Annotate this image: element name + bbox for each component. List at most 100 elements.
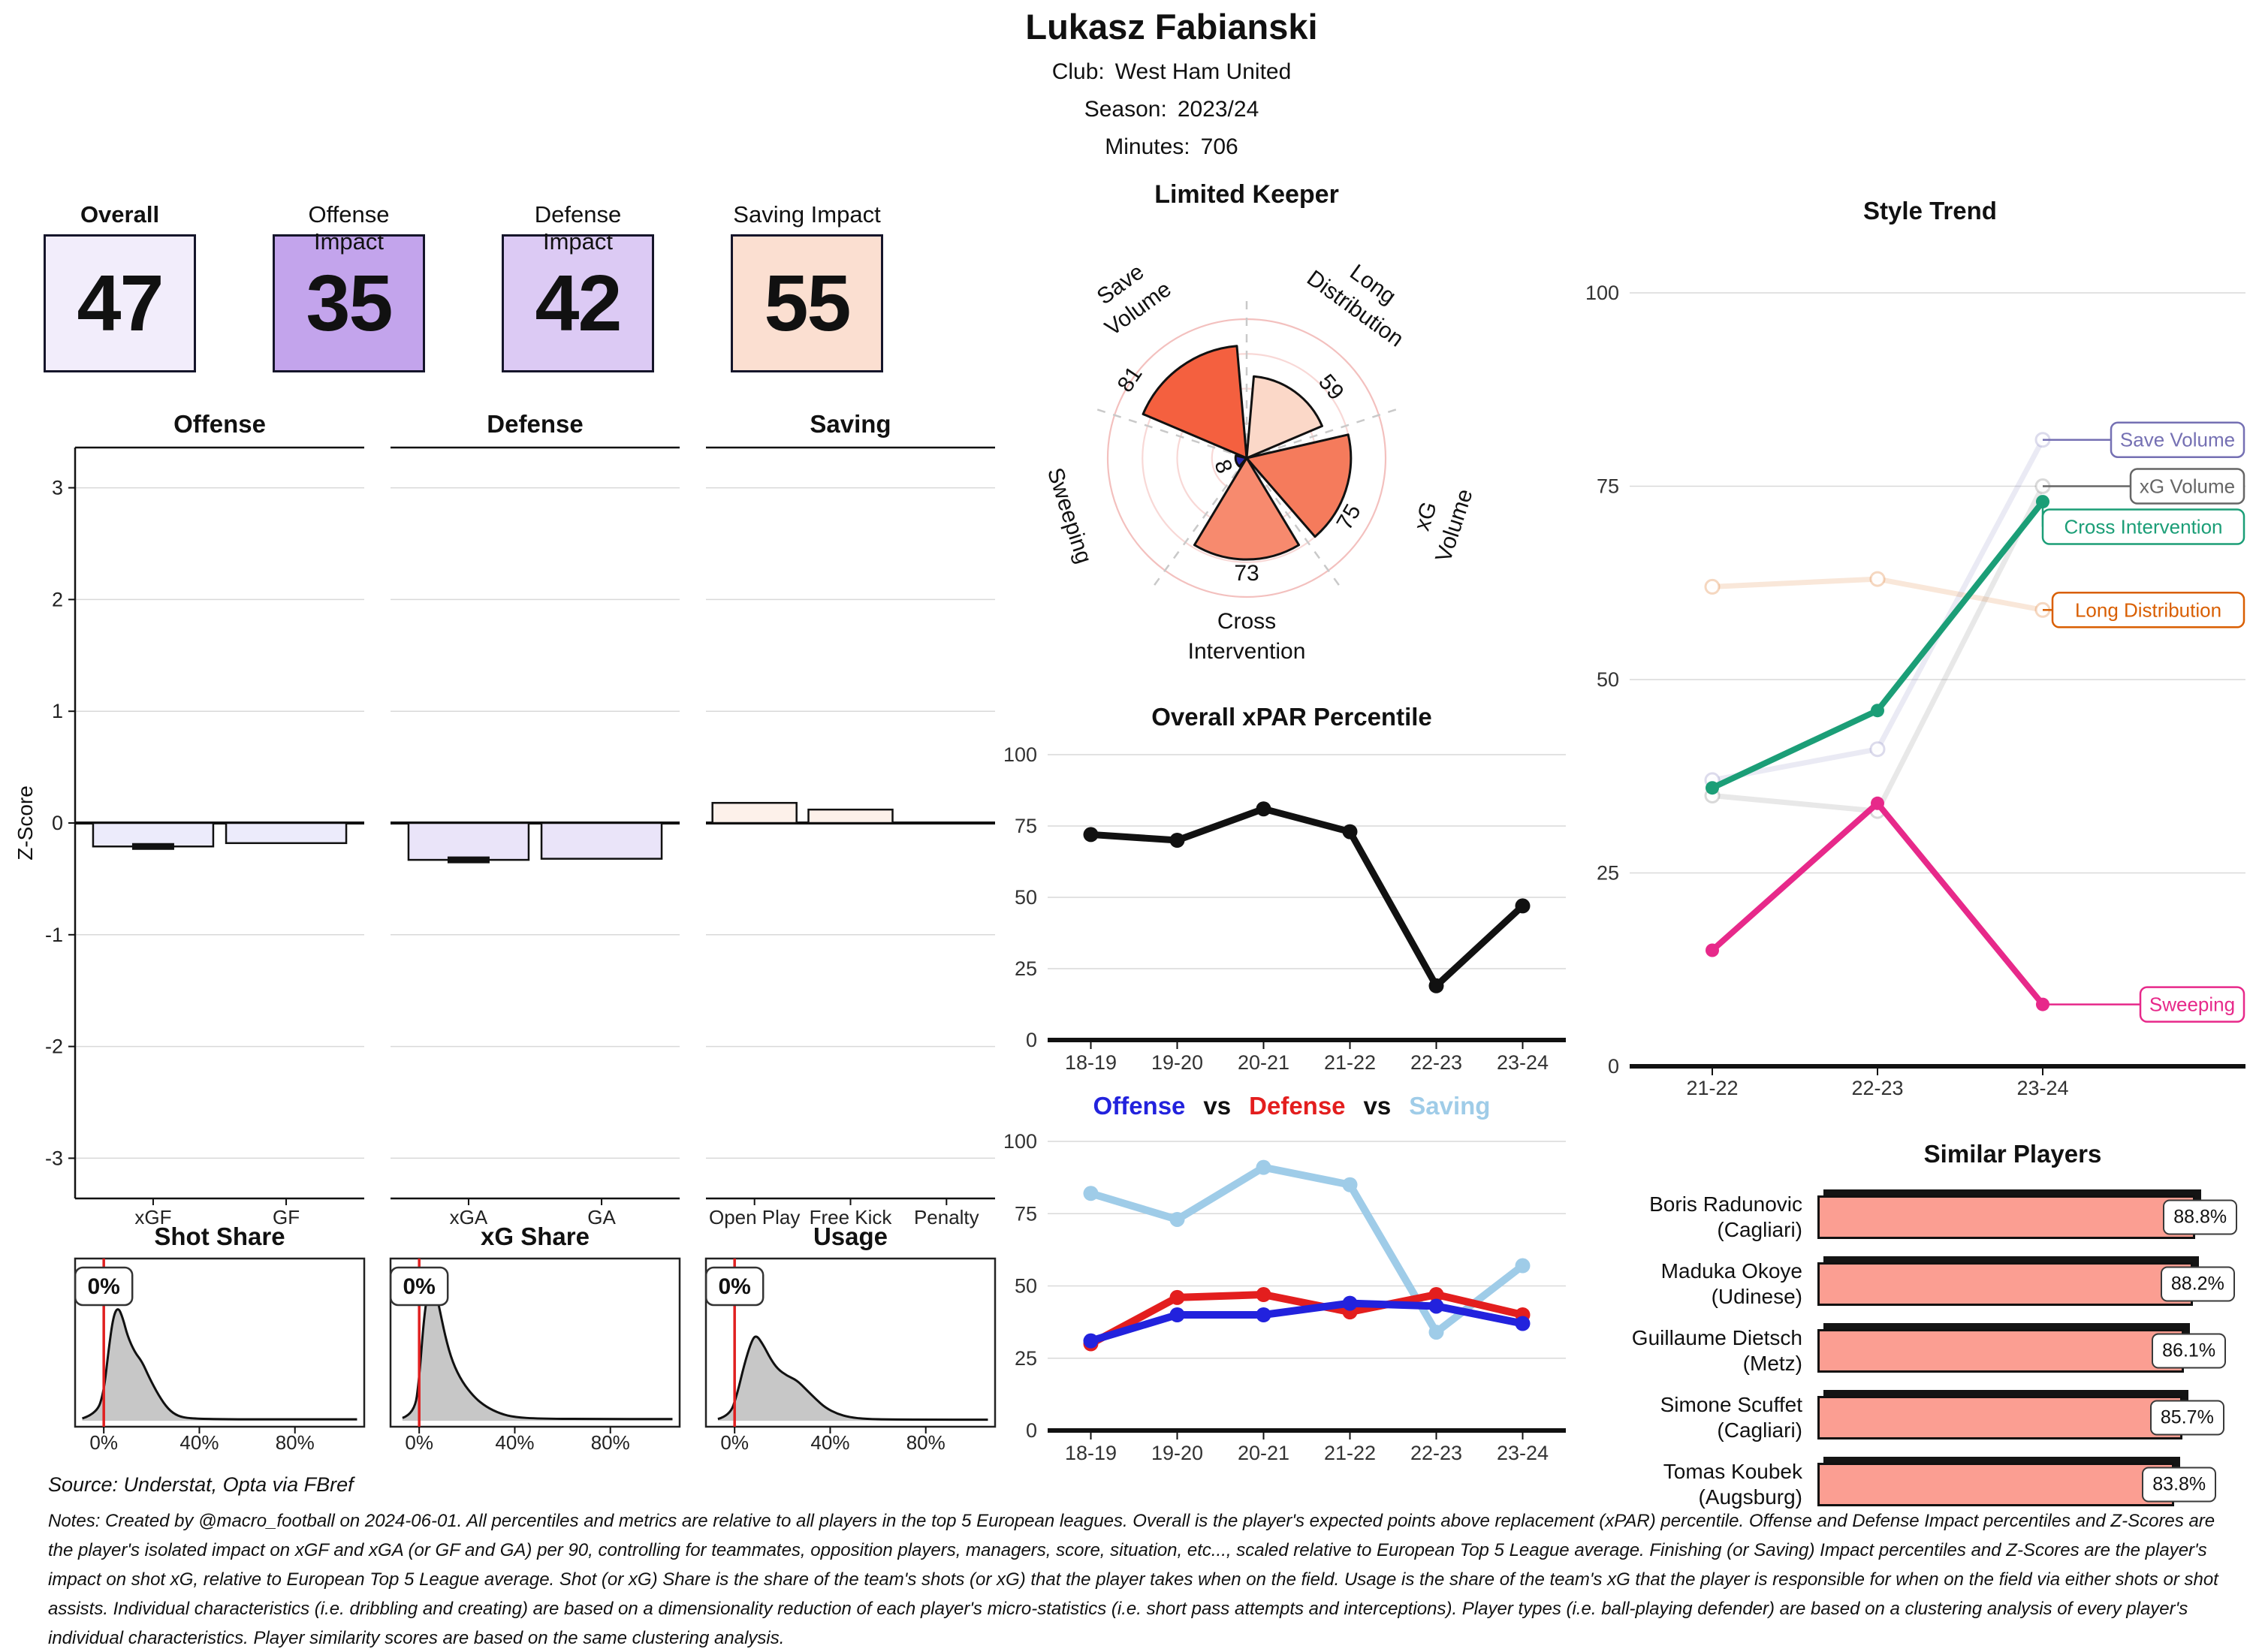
season-line: Season: 2023/24 [413, 97, 1930, 122]
zscore-bar [711, 801, 798, 824]
x-tick-label: 21-22 [1686, 1077, 1738, 1099]
similarity-percentage-badge: 88.2% [2160, 1266, 2235, 1301]
x-tick-label: 80% [276, 1431, 315, 1454]
source-text: Source: Understat, Opta via FBref [48, 1473, 354, 1496]
x-tick-label: 23-24 [2016, 1077, 2068, 1099]
player-name: Simone Scuffet [1660, 1392, 1802, 1416]
similar-player-row: Simone Scuffet (Cagliari) 85.7% [1562, 1384, 2238, 1451]
score-card-value: 35 [306, 258, 394, 348]
y-tick-label: 100 [1003, 1130, 1037, 1153]
series-label: Sweeping [2149, 993, 2235, 1016]
style-trend-title: Style Trend [1863, 197, 1997, 225]
y-tick-label: 0 [1026, 1419, 1037, 1442]
radar-axis-label: SaveVolume [1083, 252, 1176, 341]
notes-block: Notes: Created by @macro_football on 202… [48, 1506, 2248, 1652]
player-name: Maduka Okoye [1660, 1259, 1802, 1283]
y-tick-label: 2 [52, 588, 63, 610]
y-tick-label: 100 [1585, 282, 1619, 304]
series-line-sweeping [1709, 800, 2046, 1008]
club-label: Club: [1051, 59, 1105, 84]
radar-axis-label: Cross Intervention [1188, 609, 1306, 664]
score-card-box: 35 [273, 234, 425, 372]
x-tick-label: 20-21 [1238, 1442, 1289, 1464]
similar-player-label: Maduka Okoye (Udinese) [1661, 1259, 1802, 1310]
x-tick-label: 40% [495, 1431, 534, 1454]
share-density-charts: Shot Share 0% 40% 80% 0% xG Share 0% 40% 80% 0% Us… [74, 1222, 997, 1454]
score-card-label: Overall [80, 201, 160, 228]
density-outline [717, 1335, 988, 1421]
x-tick-label: 22-23 [1851, 1077, 1903, 1099]
series-point [1083, 1333, 1099, 1349]
series-point [1704, 578, 1721, 595]
bar-label: Penalty [914, 1206, 979, 1228]
series-point [1869, 741, 1886, 758]
bar-label: Open Play [709, 1206, 800, 1228]
series-point [1342, 824, 1358, 840]
density-outline [82, 1308, 357, 1421]
zero-badge-label: 0% [88, 1274, 120, 1299]
ods-title-word: Defense [1249, 1092, 1346, 1120]
similar-players-chart: Boris Radunovic (Cagliari) 88.8% Maduka Oko… [1562, 1183, 2253, 1521]
y-tick-label: 25 [1015, 957, 1037, 980]
score-card-value: 55 [764, 258, 852, 348]
zero-badge-box [389, 1266, 449, 1307]
radar-value-label: 59 [1313, 369, 1349, 405]
series-point [1256, 801, 1271, 817]
score-card-box: 55 [731, 234, 883, 372]
club-line: Club: West Ham United [413, 59, 1930, 85]
series-label-box [2041, 508, 2245, 545]
series-point [1342, 1177, 1358, 1192]
score-card-label: Offense Impact [308, 201, 390, 255]
x-tick-label: 18-19 [1065, 1051, 1117, 1074]
radar-title: Limited Keeper [1154, 180, 1339, 209]
similar-player-label: Boris Radunovic (Cagliari) [1649, 1192, 1802, 1243]
similar-player-label: Simone Scuffet (Cagliari) [1660, 1392, 1802, 1443]
similarity-percentage-badge: 85.7% [2149, 1400, 2224, 1435]
series-point [1428, 978, 1444, 993]
density-fill [717, 1336, 988, 1421]
series-point [1428, 1298, 1444, 1314]
zero-badge-box [704, 1266, 765, 1307]
radar-wedge [1245, 375, 1323, 460]
x-tick-label: 0% [89, 1431, 118, 1454]
series-point [1871, 796, 1884, 810]
x-tick-label: 23-24 [1497, 1442, 1549, 1464]
x-tick-label: 22-23 [1410, 1051, 1462, 1074]
header: Lukasz Fabianski Club: West Ham United Se… [413, 6, 1930, 160]
minutes-label: Minutes: [1105, 134, 1190, 159]
series-point [1515, 898, 1531, 914]
series-point [1342, 1295, 1358, 1311]
y-tick-label: 0 [1608, 1055, 1619, 1078]
minutes-value: 706 [1200, 134, 1238, 159]
xpar-title: Overall xPAR Percentile [1151, 703, 1432, 731]
bar-label: Free Kick [810, 1206, 893, 1228]
series-point [1169, 1289, 1185, 1305]
club-value: West Ham United [1114, 59, 1292, 84]
y-tick-label: 100 [1003, 743, 1037, 766]
radar-wedge [1234, 454, 1248, 468]
y-tick-label: 0 [52, 812, 63, 834]
radar-axis-label: LongDistribution [1302, 241, 1425, 351]
similar-player-row: Boris Radunovic (Cagliari) 88.8% [1562, 1183, 2238, 1250]
y-tick-label: 0 [1026, 1029, 1037, 1051]
series-point [1169, 1211, 1185, 1227]
radar-axis-label: Sweeping [1042, 465, 1096, 567]
y-tick-label: 75 [1597, 475, 1619, 498]
series-point [1256, 1307, 1271, 1322]
similarity-bar: 83.8% [1817, 1462, 2217, 1506]
player-club: (Cagliari) [1717, 1217, 1802, 1241]
x-tick-label: 0% [720, 1431, 749, 1454]
radar-wedge [1245, 433, 1353, 538]
x-tick-label: 19-20 [1151, 1051, 1203, 1074]
page-title: Lukasz Fabianski [1025, 7, 1318, 47]
similar-player-label: Tomas Koubek (Augsburg) [1663, 1459, 1802, 1510]
note-line: the player's isolated impact on xGF and … [48, 1540, 2207, 1560]
season-label: Season: [1084, 97, 1167, 122]
x-tick-label: 19-20 [1151, 1442, 1203, 1464]
panel-border [74, 1257, 366, 1428]
ods-title-word: Offense [1093, 1092, 1186, 1120]
offense-defense-saving-chart: 0 25 50 75 100 18-19 19-20 20-21 21-22 22-23 23-24 [1003, 1130, 1566, 1464]
bar-label: xGA [450, 1206, 488, 1228]
score-card-label: Defense Impact [534, 201, 622, 255]
similar-players-title: Similar Players [1923, 1140, 2102, 1168]
